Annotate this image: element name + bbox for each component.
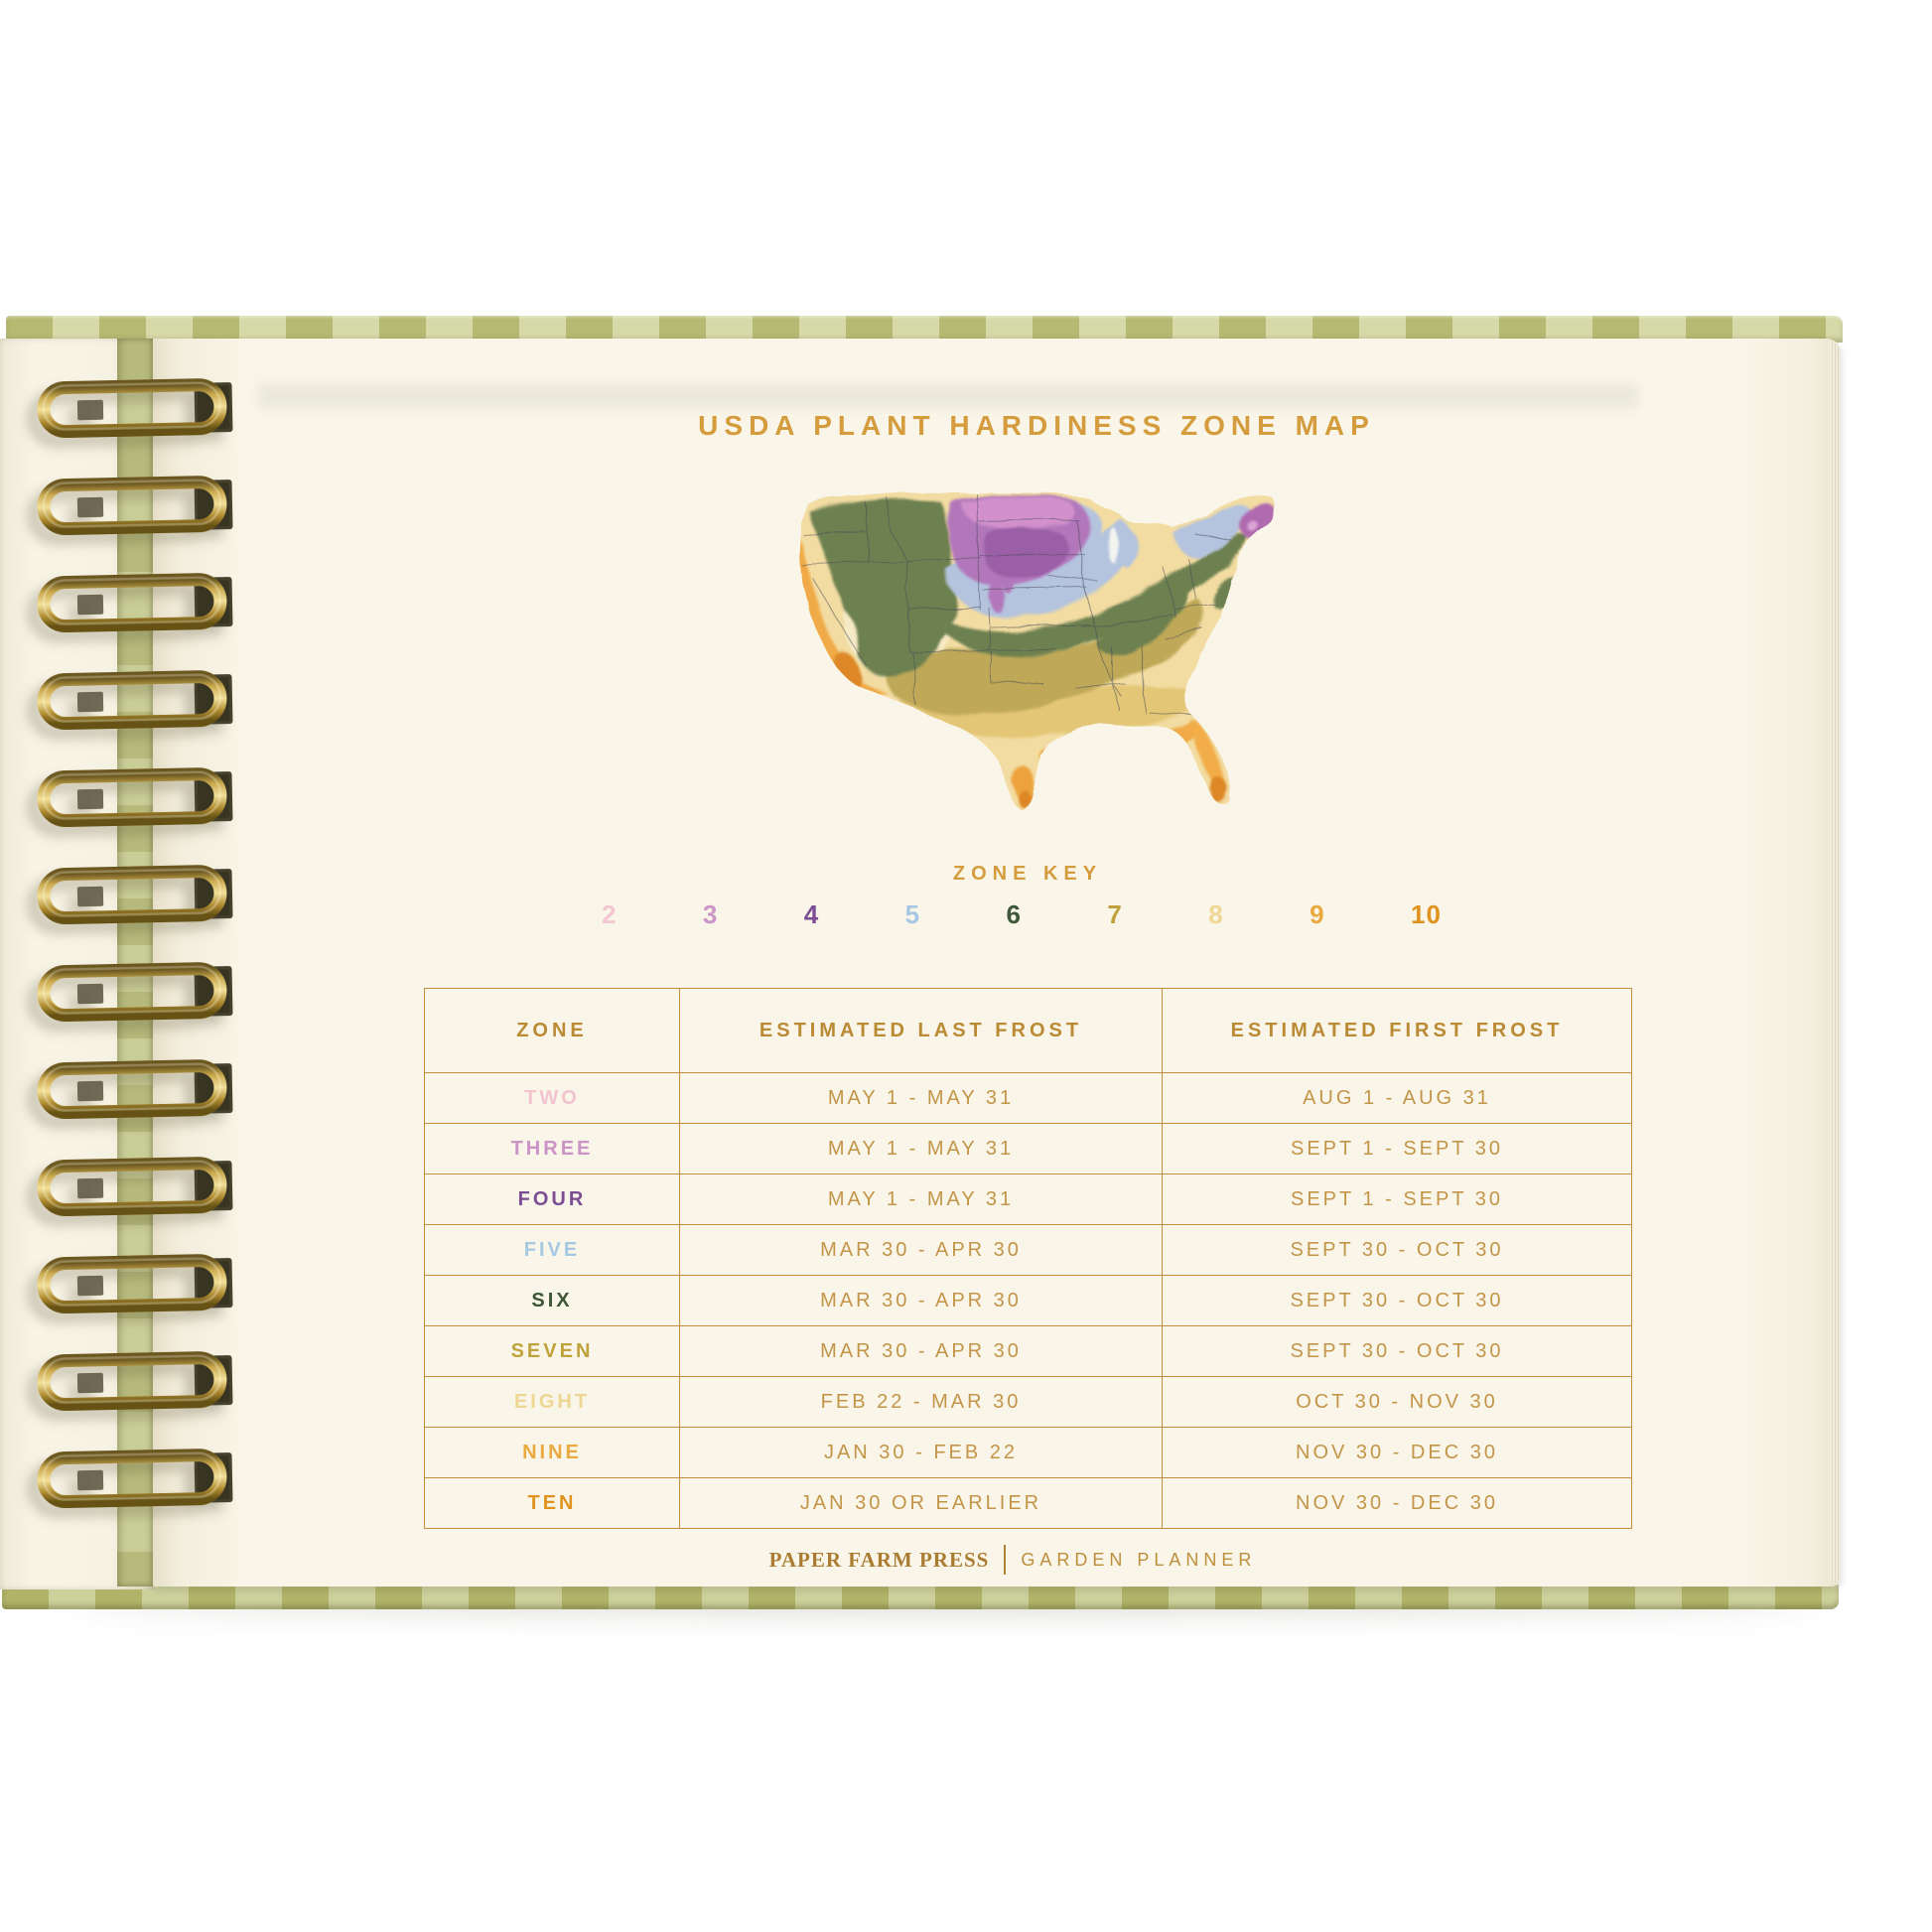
zone-key-number: 4 bbox=[803, 899, 820, 929]
first-frost-cell: SEPT 30 - OCT 30 bbox=[1162, 1325, 1632, 1377]
first-frost-cell: SEPT 30 - OCT 30 bbox=[1162, 1275, 1632, 1326]
binding-ring bbox=[35, 1251, 240, 1318]
zone-cell: THREE bbox=[424, 1123, 680, 1174]
zone-cell: FOUR bbox=[424, 1173, 680, 1225]
footer-product: GARDEN PLANNER bbox=[1021, 1549, 1257, 1570]
last-frost-cell: MAY 1 - MAY 31 bbox=[679, 1123, 1163, 1174]
first-frost-cell: SEPT 1 - SEPT 30 bbox=[1162, 1173, 1632, 1225]
page-showthrough-band bbox=[258, 383, 1638, 409]
zone-cell: EIGHT bbox=[424, 1376, 680, 1428]
first-frost-cell: NOV 30 - DEC 30 bbox=[1162, 1427, 1632, 1478]
table-row: FIVE MAR 30 - APR 30 SEPT 30 - OCT 30 bbox=[424, 1224, 1632, 1276]
last-frost-cell: MAR 30 - APR 30 bbox=[679, 1275, 1163, 1326]
frost-table-body: TWO MAY 1 - MAY 31 AUG 1 - AUG 31 THREE MAY … bbox=[424, 1072, 1632, 1529]
binding-ring bbox=[35, 862, 240, 929]
first-frost-cell: OCT 30 - NOV 30 bbox=[1162, 1376, 1632, 1428]
first-frost-cell: SEPT 30 - OCT 30 bbox=[1162, 1224, 1632, 1276]
book-spine-strip bbox=[117, 339, 155, 1587]
table-row: TEN JAN 30 OR EARLIER NOV 30 - DEC 30 bbox=[424, 1477, 1632, 1529]
first-frost-cell: NOV 30 - DEC 30 bbox=[1162, 1477, 1632, 1529]
zone-cell: SEVEN bbox=[424, 1325, 680, 1377]
binding-ring bbox=[35, 1348, 240, 1416]
usa-hardiness-map bbox=[798, 490, 1277, 811]
zone-key-number: 10 bbox=[1411, 899, 1442, 929]
binding-ring bbox=[35, 473, 240, 540]
zone-cell: NINE bbox=[424, 1427, 680, 1478]
column-header-first-frost: ESTIMATED FIRST FROST bbox=[1162, 988, 1632, 1073]
zone-cell: TWO bbox=[424, 1072, 680, 1124]
binding-ring bbox=[35, 667, 240, 735]
first-frost-cell: SEPT 1 - SEPT 30 bbox=[1162, 1123, 1632, 1174]
binding-ring bbox=[35, 375, 240, 443]
last-frost-cell: MAY 1 - MAY 31 bbox=[679, 1173, 1163, 1225]
zone-cell: TEN bbox=[424, 1477, 680, 1529]
zone-key-number: 3 bbox=[702, 899, 719, 929]
book-cover-bottom-edge bbox=[2, 1585, 1839, 1609]
binding-ring bbox=[35, 570, 240, 637]
zone-key-number: 2 bbox=[602, 899, 618, 929]
last-frost-cell: MAR 30 - APR 30 bbox=[679, 1325, 1163, 1377]
binding-ring bbox=[35, 1446, 240, 1513]
zone-key-label: ZONE KEY bbox=[952, 863, 1103, 885]
zone-cell: SIX bbox=[424, 1275, 680, 1326]
book-cover-top-edge bbox=[6, 316, 1843, 343]
table-row: THREE MAY 1 - MAY 31 SEPT 1 - SEPT 30 bbox=[424, 1123, 1632, 1174]
zone-key-number: 5 bbox=[904, 899, 921, 929]
table-row: SIX MAR 30 - APR 30 SEPT 30 - OCT 30 bbox=[424, 1275, 1632, 1326]
table-row: SEVEN MAR 30 - APR 30 SEPT 30 - OCT 30 bbox=[424, 1325, 1632, 1377]
last-frost-cell: MAY 1 - MAY 31 bbox=[679, 1072, 1163, 1124]
table-row: EIGHT FEB 22 - MAR 30 OCT 30 - NOV 30 bbox=[424, 1376, 1632, 1428]
page-footer: PAPER FARM PRESS GARDEN PLANNER bbox=[616, 1545, 1410, 1575]
footer-brand: PAPER FARM PRESS bbox=[768, 1547, 990, 1572]
last-frost-cell: JAN 30 - FEB 22 bbox=[679, 1427, 1163, 1478]
zone-cell: FIVE bbox=[424, 1224, 680, 1276]
binding-ring bbox=[35, 1154, 240, 1221]
last-frost-cell: JAN 30 OR EARLIER bbox=[679, 1477, 1163, 1529]
column-header-zone: ZONE bbox=[424, 988, 680, 1073]
table-row: FOUR MAY 1 - MAY 31 SEPT 1 - SEPT 30 bbox=[424, 1173, 1632, 1225]
footer-divider bbox=[1004, 1545, 1007, 1575]
binding-ring bbox=[35, 764, 240, 832]
binding-ring bbox=[35, 1056, 240, 1124]
page-title: USDA PLANT HARDINESS ZONE MAP bbox=[698, 410, 1375, 441]
last-frost-cell: MAR 30 - APR 30 bbox=[679, 1224, 1163, 1276]
frost-table: ZONE ESTIMATED LAST FROST ESTIMATED FIRS… bbox=[424, 988, 1632, 1529]
zone-key-number: 8 bbox=[1208, 899, 1224, 929]
last-frost-cell: FEB 22 - MAR 30 bbox=[679, 1376, 1163, 1428]
planner-page: USDA PLANT HARDINESS ZONE MAP bbox=[153, 339, 1841, 1587]
table-header-row: ZONE ESTIMATED LAST FROST ESTIMATED FIRS… bbox=[424, 988, 1632, 1073]
zone-key-numbers: 2 3 4 5 6 7 8 9 10 bbox=[602, 899, 1442, 930]
table-row: NINE JAN 30 - FEB 22 NOV 30 - DEC 30 bbox=[424, 1427, 1632, 1478]
table-row: TWO MAY 1 - MAY 31 AUG 1 - AUG 31 bbox=[424, 1072, 1632, 1124]
zone-key-number: 9 bbox=[1310, 899, 1325, 929]
zone-key-number: 7 bbox=[1107, 899, 1123, 929]
binding-ring bbox=[35, 959, 240, 1027]
zone-key-number: 6 bbox=[1006, 899, 1022, 929]
first-frost-cell: AUG 1 - AUG 31 bbox=[1162, 1072, 1632, 1124]
column-header-last-frost: ESTIMATED LAST FROST bbox=[679, 988, 1163, 1073]
